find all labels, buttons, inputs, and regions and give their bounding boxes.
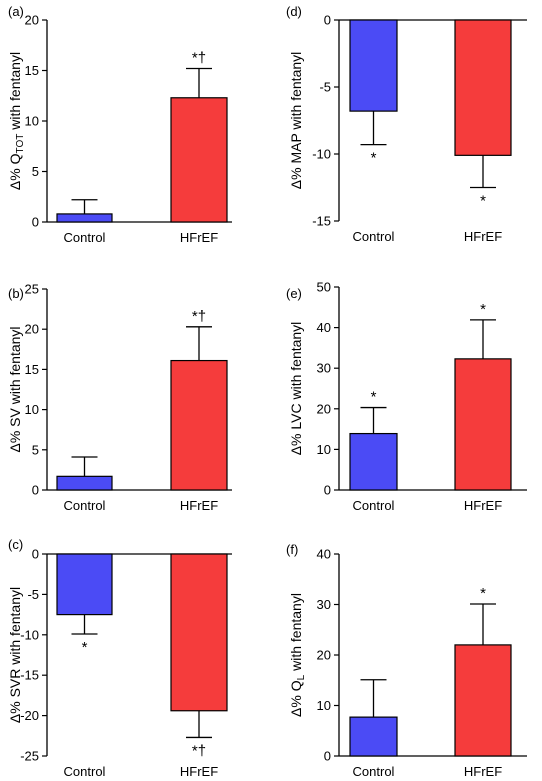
panel-e: (e) 0 10 20 30 40 50 * Control * HFrEF Δ% LVC with …	[286, 280, 527, 513]
y-tick-label: 0	[32, 215, 39, 230]
y-tick-label: 15	[25, 362, 39, 377]
y-tick-label: -25	[20, 749, 39, 764]
category-label-control: Control	[64, 764, 106, 779]
panel-f: (f) 0 10 20 30 40 Control * HFrEF Δ% QL with fent…	[286, 542, 527, 779]
y-tick-label: 30	[317, 361, 331, 376]
y-axis-label-main: Δ% LVC with fentanyl	[288, 322, 304, 456]
bar-control	[349, 19, 398, 112]
y-tick-label: 0	[324, 483, 331, 498]
bar-hfref	[454, 644, 512, 757]
significance-marker-control: *	[371, 150, 377, 167]
panel-label: (f)	[286, 542, 298, 557]
category-label-hfref: HFrEF	[464, 229, 502, 244]
y-tick-label: -15	[20, 668, 39, 683]
bar-control	[56, 213, 113, 223]
y-axis-label-main: Δ% Q	[7, 153, 23, 190]
y-tick-label: 20	[25, 322, 39, 337]
y-axis-label: Δ% SVR with fentanyl	[7, 587, 23, 723]
category-label-control: Control	[353, 229, 395, 244]
y-tick-label: 20	[317, 401, 331, 416]
panel-label: (e)	[286, 286, 302, 301]
y-axis-label-main: Δ% SV with fentanyl	[7, 326, 23, 452]
y-axis-label-main: Δ% SVR with fentanyl	[7, 587, 23, 723]
panel-c: (c) 0 -5 -10 -15 -20 -25 * Control *† HFrEF Δ% SVR …	[7, 537, 232, 779]
significance-marker-hfref: *†	[192, 742, 206, 759]
significance-marker-control: *	[82, 639, 88, 656]
y-axis-label-subscript: TOT	[15, 134, 26, 154]
y-axis-label: Δ% QL with fentanyl	[288, 593, 307, 717]
y-tick-label: 40	[317, 547, 331, 562]
y-tick-label: 10	[317, 698, 331, 713]
significance-marker-hfref: *	[480, 585, 486, 602]
y-tick-label: 0	[32, 483, 39, 498]
y-axis-label: Δ% QTOT with fentanyl	[7, 52, 26, 190]
bar-control	[349, 716, 398, 757]
y-axis-label-subscript: L	[296, 674, 307, 680]
category-label-control: Control	[64, 498, 106, 513]
y-tick-label: 50	[317, 280, 331, 295]
bar-hfref	[170, 359, 228, 491]
significance-marker-hfref: *	[480, 301, 486, 318]
bar-hfref	[170, 97, 228, 223]
significance-marker-hfref: *	[480, 193, 486, 210]
panel-label: (b)	[8, 286, 24, 301]
significance-marker-hfref: *†	[192, 49, 206, 66]
y-axis-label-suffix: with fentanyl	[7, 52, 23, 134]
bar-control	[56, 553, 113, 616]
y-axis-label-suffix: with fentanyl	[288, 593, 304, 675]
y-tick-label: 30	[317, 597, 331, 612]
y-tick-label: 20	[25, 13, 39, 28]
y-tick-label: 40	[317, 320, 331, 335]
y-tick-label: -5	[27, 587, 39, 602]
y-tick-label: 5	[32, 442, 39, 457]
panel-a: (a) 0 5 10 15 20 Control *† HFrEF Δ% QTOT with fe…	[7, 4, 232, 245]
y-tick-label: 10	[25, 402, 39, 417]
panel-label: (c)	[8, 537, 23, 552]
y-tick-label: 25	[25, 282, 39, 297]
y-axis-label: Δ% MAP with fentanyl	[288, 52, 304, 189]
y-tick-label: 10	[317, 442, 331, 457]
bar-hfref	[454, 19, 512, 156]
panel-d: (d) 0 -5 -10 -15 * Control * HFrEF Δ% MAP with fe…	[286, 4, 527, 244]
category-label-hfref: HFrEF	[180, 498, 218, 513]
y-tick-label: -10	[312, 147, 331, 162]
significance-marker-hfref: *†	[192, 308, 206, 325]
category-label-control: Control	[64, 230, 106, 245]
y-tick-label: 0	[324, 13, 331, 28]
y-tick-label: -10	[20, 627, 39, 642]
bar-control	[349, 432, 398, 491]
y-tick-label: 20	[317, 648, 331, 663]
bar-hfref	[454, 358, 512, 491]
bar-control	[56, 475, 113, 491]
y-tick-label: 10	[25, 114, 39, 129]
category-label-control: Control	[353, 498, 395, 513]
y-axis-label: Δ% SV with fentanyl	[7, 326, 23, 452]
panel-label: (d)	[286, 4, 302, 19]
y-tick-label: -15	[312, 214, 331, 229]
bar-hfref	[170, 553, 228, 712]
category-label-hfref: HFrEF	[180, 230, 218, 245]
y-axis-label: Δ% LVC with fentanyl	[288, 322, 304, 456]
y-tick-label: 0	[324, 749, 331, 764]
y-tick-label: -20	[20, 708, 39, 723]
category-label-hfref: HFrEF	[464, 498, 502, 513]
category-label-hfref: HFrEF	[464, 764, 502, 779]
y-tick-label: 15	[25, 63, 39, 78]
y-tick-label: 0	[32, 547, 39, 562]
y-axis-label-main: Δ% Q	[288, 680, 304, 717]
panel-label: (a)	[8, 4, 24, 19]
significance-marker-control: *	[371, 389, 377, 406]
y-axis-label-main: Δ% MAP with fentanyl	[288, 52, 304, 189]
category-label-hfref: HFrEF	[180, 764, 218, 779]
y-tick-label: -5	[319, 80, 331, 95]
y-tick-label: 5	[32, 164, 39, 179]
panel-b: (b) 0 5 10 15 20 25 Control *† HFrEF Δ% SV with fe…	[7, 282, 232, 513]
category-label-control: Control	[353, 764, 395, 779]
